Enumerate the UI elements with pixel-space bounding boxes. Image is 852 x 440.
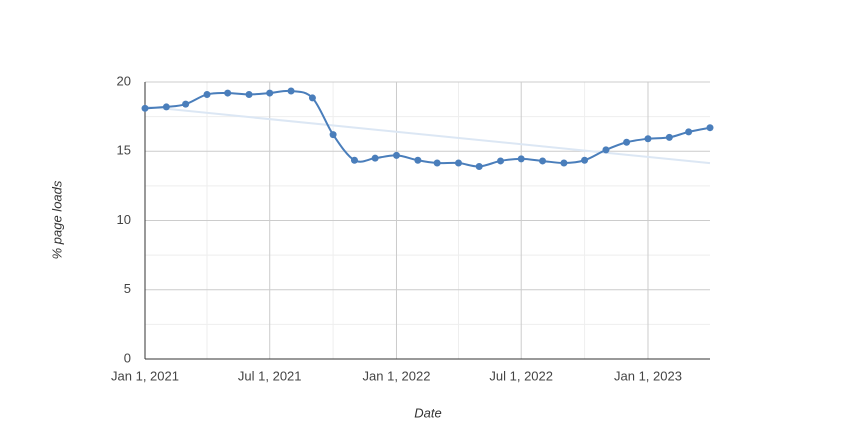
data-point bbox=[329, 131, 337, 139]
data-point bbox=[266, 89, 274, 97]
y-tick-label: 10 bbox=[117, 212, 131, 227]
data-point bbox=[162, 103, 170, 111]
x-tick-label: Jul 1, 2021 bbox=[238, 368, 302, 383]
y-tick-label: 0 bbox=[124, 350, 131, 365]
data-point bbox=[581, 156, 589, 164]
data-point bbox=[371, 154, 379, 162]
data-point bbox=[141, 104, 149, 112]
series-line bbox=[144, 89, 711, 168]
x-tick-label: Jan 1, 2023 bbox=[614, 368, 682, 383]
data-point bbox=[539, 157, 547, 165]
x-tick-label: Jan 1, 2021 bbox=[111, 368, 179, 383]
x-tick-label: Jul 1, 2022 bbox=[489, 368, 553, 383]
trendline bbox=[144, 105, 711, 165]
data-point bbox=[182, 100, 190, 108]
data-point bbox=[414, 156, 422, 164]
data-point bbox=[706, 124, 714, 132]
data-point bbox=[475, 162, 483, 170]
y-tick-label: 15 bbox=[117, 143, 131, 158]
data-point bbox=[224, 89, 232, 97]
data-point bbox=[392, 151, 400, 159]
x-tick-label: Jan 1, 2022 bbox=[363, 368, 431, 383]
data-point bbox=[350, 156, 358, 164]
data-point bbox=[665, 133, 673, 141]
y-tick-label: 20 bbox=[117, 73, 131, 88]
data-point bbox=[644, 135, 652, 143]
data-point bbox=[685, 128, 693, 136]
data-point bbox=[203, 90, 211, 98]
data-point bbox=[602, 146, 610, 154]
data-point bbox=[245, 90, 253, 98]
data-point bbox=[287, 87, 295, 95]
data-point bbox=[308, 94, 316, 102]
data-point bbox=[623, 138, 631, 146]
data-point bbox=[433, 159, 441, 167]
data-point bbox=[517, 155, 525, 163]
data-point bbox=[455, 159, 463, 167]
data-point bbox=[560, 159, 568, 167]
data-point bbox=[497, 157, 505, 165]
x-axis-title: Date bbox=[414, 405, 441, 420]
y-tick-label: 5 bbox=[124, 281, 131, 296]
y-axis-title: % page loads bbox=[49, 180, 64, 259]
